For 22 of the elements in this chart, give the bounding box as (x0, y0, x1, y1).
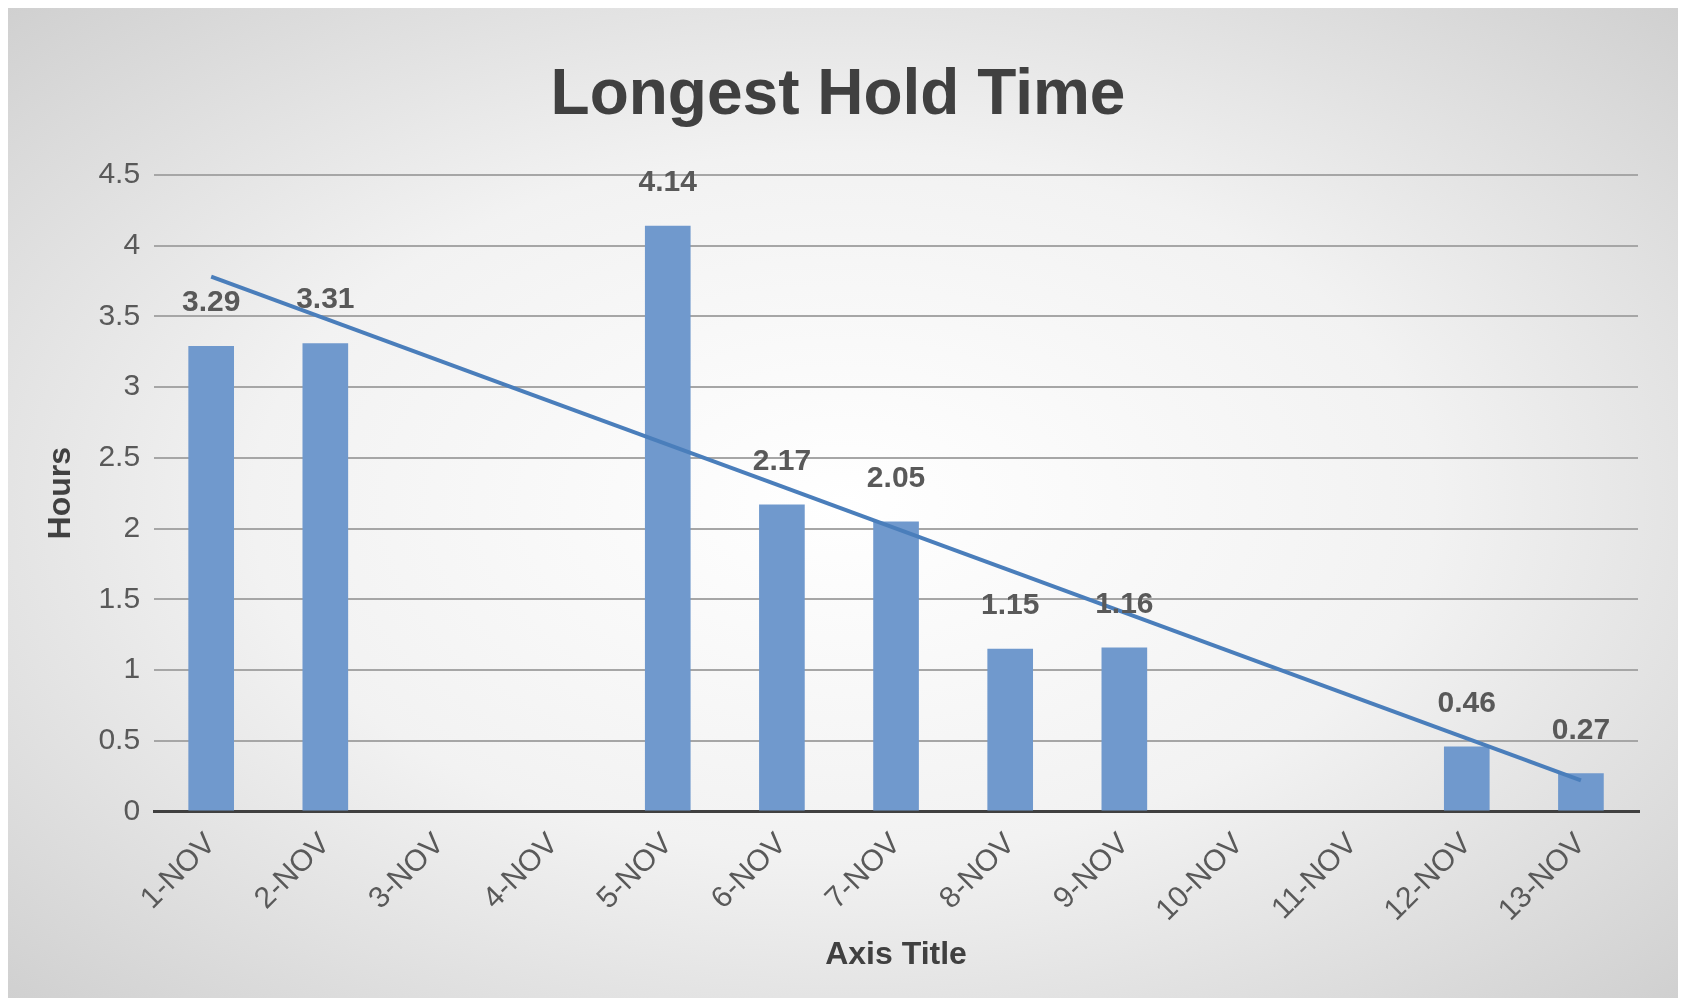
data-label: 3.31 (296, 281, 355, 315)
data-label: 2.05 (866, 459, 926, 493)
data-label: 4.14 (638, 164, 698, 197)
y-tick-label: 1 (123, 651, 141, 685)
data-label: 1.16 (1095, 585, 1154, 619)
data-label: 2.17 (752, 442, 812, 476)
data-label: 0.46 (1437, 684, 1496, 718)
y-tick-label: 3 (123, 368, 141, 402)
y-tick-label: 2.5 (98, 439, 141, 473)
data-label: 0.27 (1551, 711, 1611, 745)
y-tick-label: 3.5 (98, 297, 141, 331)
y-tick-label: 0 (123, 792, 141, 826)
y-tick-label: 1.5 (98, 580, 141, 614)
y-tick-label: 0.5 (98, 722, 141, 756)
chart-title: Longest Hold Time (550, 56, 1126, 129)
y-tick-label: 4.5 (98, 156, 141, 190)
y-tick-label: 2 (123, 509, 141, 543)
data-label: 1.15 (981, 587, 1040, 621)
data-label: 3.29 (181, 284, 241, 318)
y-axis-title: Hours (41, 446, 78, 540)
y-tick-label: 4 (123, 226, 141, 260)
x-axis-title: Axis Title (825, 934, 967, 971)
